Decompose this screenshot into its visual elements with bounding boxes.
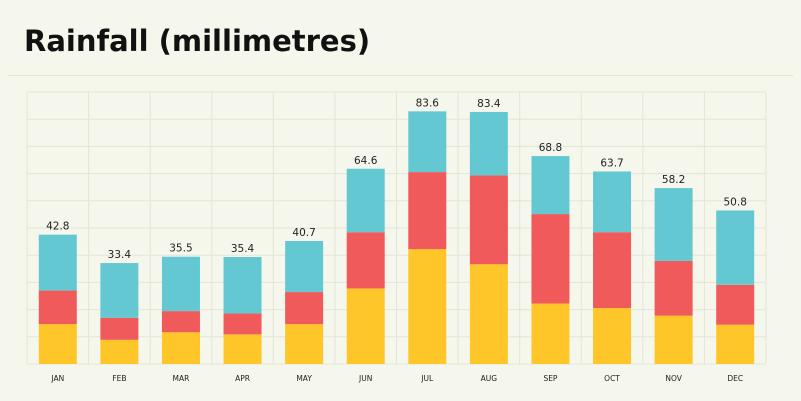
x-tick-label-jul: JUL	[420, 374, 434, 383]
bar-segment-middle-oct	[593, 232, 632, 309]
data-label-nov: 58.2	[662, 174, 685, 186]
bar-segment-bottom-feb	[100, 339, 139, 364]
bar-segment-top-feb	[100, 263, 139, 318]
x-tick-label-aug: AUG	[481, 374, 498, 383]
bar-segment-middle-sep	[531, 214, 570, 304]
bar-segment-top-apr	[223, 257, 262, 314]
bar-segment-top-dec	[716, 210, 755, 285]
data-label-jul: 83.6	[416, 97, 440, 109]
bar-segment-middle-jul	[408, 172, 447, 250]
x-tick-label-nov: NOV	[665, 374, 682, 383]
bar-segment-middle-nov	[654, 260, 693, 316]
bar-segment-middle-feb	[100, 317, 139, 340]
x-tick-label-sep: SEP	[543, 374, 557, 383]
data-label-jun: 64.6	[354, 155, 378, 167]
bar-segment-middle-jan	[38, 290, 77, 325]
data-label-jan: 42.8	[46, 221, 69, 233]
bar-segment-bottom-dec	[716, 324, 755, 364]
x-tick-label-dec: DEC	[727, 374, 743, 383]
bar-segment-bottom-may	[285, 324, 324, 364]
bar-segment-bottom-oct	[593, 308, 632, 364]
data-label-may: 40.7	[292, 227, 315, 239]
bar-segment-top-nov	[654, 188, 693, 261]
x-tick-label-jan: JAN	[50, 374, 64, 383]
bar-segment-middle-dec	[716, 284, 755, 325]
data-label-sep: 68.8	[539, 142, 562, 154]
data-label-oct: 63.7	[600, 157, 623, 169]
x-tick-label-apr: APR	[235, 374, 250, 383]
bar-segment-bottom-jan	[38, 324, 77, 364]
bar-segment-bottom-jun	[346, 288, 385, 364]
data-label-mar: 35.5	[169, 243, 192, 255]
x-tick-label-jun: JUN	[358, 374, 372, 383]
bar-segment-middle-aug	[469, 175, 508, 265]
bar-segment-bottom-mar	[161, 332, 200, 364]
bar-segment-middle-apr	[223, 313, 262, 335]
bar-segment-top-mar	[161, 256, 200, 312]
title-divider	[8, 75, 793, 76]
bar-segment-top-aug	[469, 111, 508, 176]
data-label-feb: 33.4	[108, 249, 132, 261]
bar-segment-middle-jun	[346, 232, 385, 289]
bar-segment-top-jul	[408, 111, 447, 173]
bar-segment-top-jun	[346, 168, 385, 233]
bar-segment-bottom-sep	[531, 303, 570, 364]
data-label-dec: 50.8	[724, 196, 747, 208]
bar-segment-top-jan	[38, 234, 77, 291]
data-label-aug: 83.4	[477, 98, 501, 110]
bar-segment-bottom-nov	[654, 315, 693, 364]
bar-segment-top-oct	[593, 171, 632, 233]
bar-segment-top-sep	[531, 156, 570, 215]
x-tick-label-may: MAY	[296, 374, 312, 383]
bar-segment-top-may	[285, 240, 324, 293]
bar-segment-bottom-apr	[223, 334, 262, 364]
chart-title: Rainfall (millimetres)	[24, 24, 371, 58]
bar-segment-bottom-jul	[408, 249, 447, 364]
data-label-apr: 35.4	[231, 243, 255, 255]
bar-segment-middle-may	[285, 292, 324, 325]
x-tick-label-oct: OCT	[604, 374, 620, 383]
x-tick-label-mar: MAR	[173, 374, 190, 383]
x-tick-label-feb: FEB	[112, 374, 126, 383]
bar-segment-middle-mar	[161, 311, 200, 333]
bar-segment-bottom-aug	[469, 264, 508, 364]
